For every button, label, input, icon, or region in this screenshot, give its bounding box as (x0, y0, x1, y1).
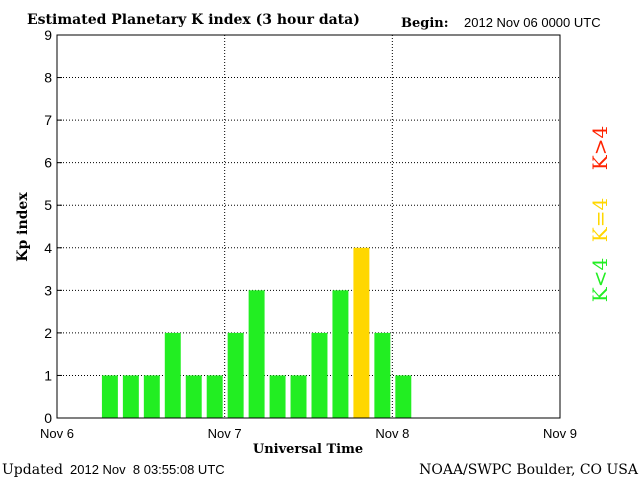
updated-label: Updated (2, 462, 63, 478)
begin-value: 2012 Nov 06 0000 UTC (464, 15, 601, 30)
kp-bar (185, 375, 202, 418)
y-tick-label: 8 (44, 70, 52, 86)
grid (57, 35, 560, 418)
kp-bar (269, 375, 286, 418)
x-tick-label: Nov 9 (543, 426, 577, 441)
y-tick-label: 1 (44, 367, 52, 383)
plot-frame (56, 34, 561, 419)
legend-entry: K=4 (588, 198, 612, 242)
kp-bar (395, 375, 412, 418)
x-tick-label: Nov 6 (40, 426, 74, 441)
y-tick-label: 2 (44, 325, 52, 341)
y-tick-label: 4 (44, 240, 52, 256)
kp-bar (311, 332, 328, 418)
kp-bar (332, 290, 349, 418)
kp-bar (122, 375, 139, 418)
legend-entry: K<4 (588, 258, 612, 302)
y-tick-label: 6 (44, 155, 52, 171)
source-credit: NOAA/SWPC Boulder, CO USA (419, 462, 639, 478)
kp-bar (206, 375, 223, 418)
x-tick-label: Nov 8 (375, 426, 409, 441)
kp-bar (290, 375, 307, 418)
y-axis-label: Kp index (15, 192, 31, 262)
updated-value: 2012 Nov 8 03:55:08 UTC (70, 462, 225, 477)
kp-bar (143, 375, 160, 418)
kp-bar (248, 290, 265, 418)
begin-label: Begin: (401, 16, 449, 31)
chart-title: Estimated Planetary K index (3 hour data… (27, 12, 360, 28)
x-axis-label: Universal Time (253, 442, 363, 457)
y-tick-label: 3 (44, 282, 52, 298)
y-ticks: 0 1 2 3 4 5 6 7 8 9 (44, 27, 62, 426)
legend-entry: K>4 (588, 126, 612, 170)
bars (101, 247, 412, 418)
kp-bar (101, 375, 118, 418)
kp-bar (164, 332, 181, 418)
legend: K<4 K=4 K>4 (588, 126, 612, 302)
x-ticks: Nov 6 Nov 7 Nov 8 Nov 9 (40, 426, 577, 441)
y-tick-label: 5 (44, 197, 52, 213)
x-tick-label: Nov 7 (208, 426, 242, 441)
y-tick-label: 7 (44, 112, 52, 128)
kp-bar (374, 332, 391, 418)
kp-bar (353, 247, 370, 418)
y-tick-label: 0 (44, 410, 52, 426)
y-tick-label: 9 (44, 27, 52, 43)
kp-bar (227, 332, 244, 418)
